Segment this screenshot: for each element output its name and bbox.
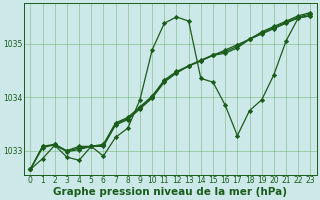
X-axis label: Graphe pression niveau de la mer (hPa): Graphe pression niveau de la mer (hPa) <box>53 187 287 197</box>
